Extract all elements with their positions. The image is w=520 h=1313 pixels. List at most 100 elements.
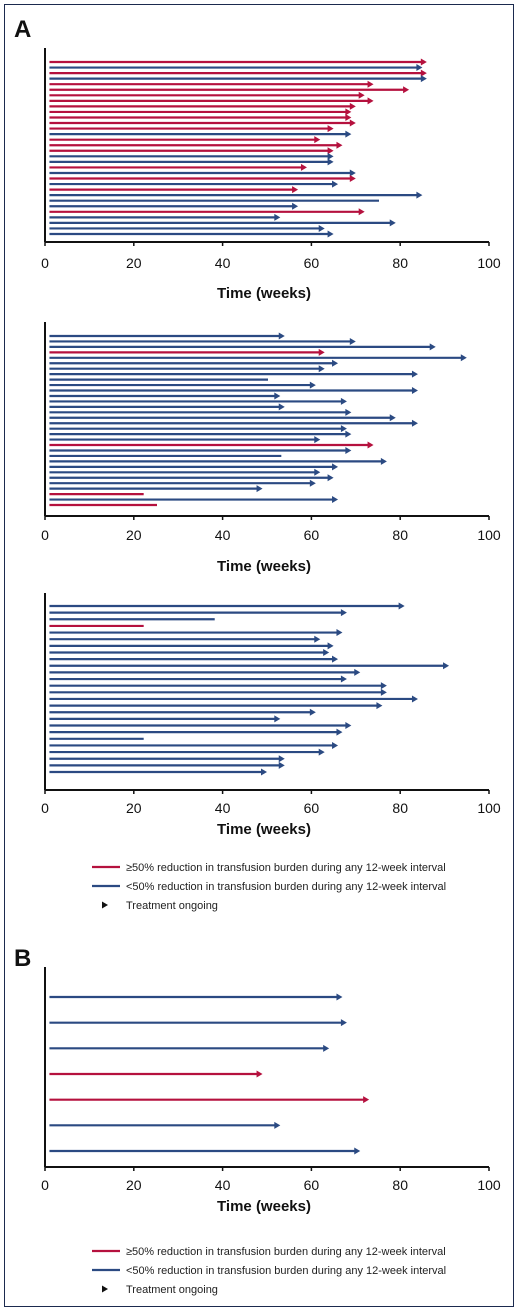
- ongoing-arrow: [340, 1019, 347, 1027]
- ongoing-arrow: [318, 348, 325, 356]
- legend-arrow-icon: [102, 901, 108, 909]
- x-axis-label: Time (weeks): [217, 821, 311, 838]
- ongoing-arrow: [354, 668, 361, 676]
- x-tick-label: 100: [477, 527, 501, 543]
- ongoing-arrow: [332, 180, 339, 188]
- ongoing-arrow: [460, 354, 467, 362]
- ongoing-arrow: [354, 1147, 361, 1155]
- ongoing-arrow: [274, 213, 281, 221]
- ongoing-arrow: [327, 230, 334, 238]
- ongoing-arrow: [336, 629, 343, 637]
- ongoing-arrow: [336, 993, 343, 1001]
- ongoing-arrow: [336, 728, 343, 736]
- ongoing-arrow: [278, 332, 285, 340]
- x-tick-label: 100: [477, 1177, 501, 1193]
- ongoing-arrow: [292, 202, 299, 210]
- ongoing-arrow: [345, 130, 352, 138]
- ongoing-arrow: [278, 403, 285, 411]
- ongoing-arrow: [292, 186, 299, 194]
- ongoing-arrow: [323, 1044, 330, 1052]
- x-tick-label: 60: [304, 255, 320, 271]
- ongoing-arrow: [380, 682, 387, 690]
- x-tick-label: 80: [392, 1177, 408, 1193]
- ongoing-arrow: [349, 169, 356, 177]
- x-tick-label: 20: [126, 527, 142, 543]
- ongoing-arrow: [411, 370, 418, 378]
- ongoing-arrow: [349, 175, 356, 183]
- x-tick-label: 100: [477, 800, 501, 816]
- panel-label-a: A: [14, 16, 31, 43]
- x-tick-label: 60: [304, 1177, 320, 1193]
- ongoing-arrow: [380, 457, 387, 465]
- ongoing-arrow: [420, 58, 427, 66]
- ongoing-arrow: [367, 441, 374, 449]
- x-tick-label: 0: [41, 1177, 49, 1193]
- ongoing-arrow: [367, 97, 374, 105]
- ongoing-arrow: [309, 708, 316, 716]
- x-axis-label: Time (weeks): [217, 558, 311, 575]
- ongoing-arrow: [314, 635, 321, 643]
- ongoing-arrow: [349, 102, 356, 110]
- legend-label-responder: ≥50% reduction in transfusion burden dur…: [126, 862, 446, 874]
- ongoing-arrow: [345, 408, 352, 416]
- ongoing-arrow: [340, 425, 347, 433]
- ongoing-arrow: [336, 141, 343, 149]
- ongoing-arrow: [278, 755, 285, 763]
- ongoing-arrow: [327, 158, 334, 166]
- ongoing-arrow: [411, 695, 418, 703]
- legend-arrow-icon: [102, 1285, 108, 1293]
- figure-frame: [4, 4, 514, 1307]
- ongoing-arrow: [332, 463, 339, 471]
- ongoing-arrow: [256, 1070, 263, 1078]
- ongoing-arrow: [420, 69, 427, 77]
- legend-label-ongoing: Treatment ongoing: [126, 900, 218, 912]
- ongoing-arrow: [349, 119, 356, 127]
- ongoing-arrow: [332, 496, 339, 504]
- x-tick-label: 80: [392, 255, 408, 271]
- ongoing-arrow: [389, 414, 396, 422]
- x-tick-label: 40: [215, 255, 231, 271]
- ongoing-arrow: [274, 715, 281, 723]
- x-axis-label: Time (weeks): [217, 1198, 311, 1215]
- ongoing-arrow: [358, 91, 365, 99]
- x-tick-label: 0: [41, 800, 49, 816]
- ongoing-arrow: [376, 702, 383, 710]
- ongoing-arrow: [314, 436, 321, 444]
- ongoing-arrow: [411, 387, 418, 395]
- ongoing-arrow: [318, 748, 325, 756]
- ongoing-arrow: [416, 191, 423, 199]
- ongoing-arrow: [300, 163, 307, 171]
- ongoing-arrow: [345, 446, 352, 454]
- ongoing-arrow: [349, 337, 356, 345]
- x-tick-label: 80: [392, 527, 408, 543]
- ongoing-arrow: [314, 468, 321, 476]
- ongoing-arrow: [274, 392, 281, 400]
- ongoing-arrow: [340, 675, 347, 683]
- ongoing-arrow: [278, 761, 285, 769]
- x-tick-label: 100: [477, 255, 501, 271]
- ongoing-arrow: [340, 609, 347, 617]
- ongoing-arrow: [256, 485, 263, 493]
- ongoing-arrow: [340, 397, 347, 405]
- legend-label-responder: ≥50% reduction in transfusion burden dur…: [126, 1246, 446, 1258]
- ongoing-arrow: [309, 381, 316, 389]
- x-tick-label: 20: [126, 800, 142, 816]
- x-tick-label: 40: [215, 800, 231, 816]
- ongoing-arrow: [345, 722, 352, 730]
- ongoing-arrow: [327, 642, 334, 650]
- legend-label-nonresponder: <50% reduction in transfusion burden dur…: [126, 1265, 446, 1277]
- ongoing-arrow: [332, 655, 339, 663]
- x-tick-label: 80: [392, 800, 408, 816]
- x-tick-label: 20: [126, 1177, 142, 1193]
- ongoing-arrow: [420, 75, 427, 83]
- ongoing-arrow: [327, 152, 334, 160]
- x-axis-label: Time (weeks): [217, 285, 311, 302]
- x-tick-label: 20: [126, 255, 142, 271]
- ongoing-arrow: [261, 768, 267, 776]
- ongoing-arrow: [429, 343, 436, 351]
- ongoing-arrow: [314, 136, 321, 144]
- ongoing-arrow: [345, 430, 352, 438]
- ongoing-arrow: [416, 64, 423, 72]
- ongoing-arrow: [323, 648, 330, 656]
